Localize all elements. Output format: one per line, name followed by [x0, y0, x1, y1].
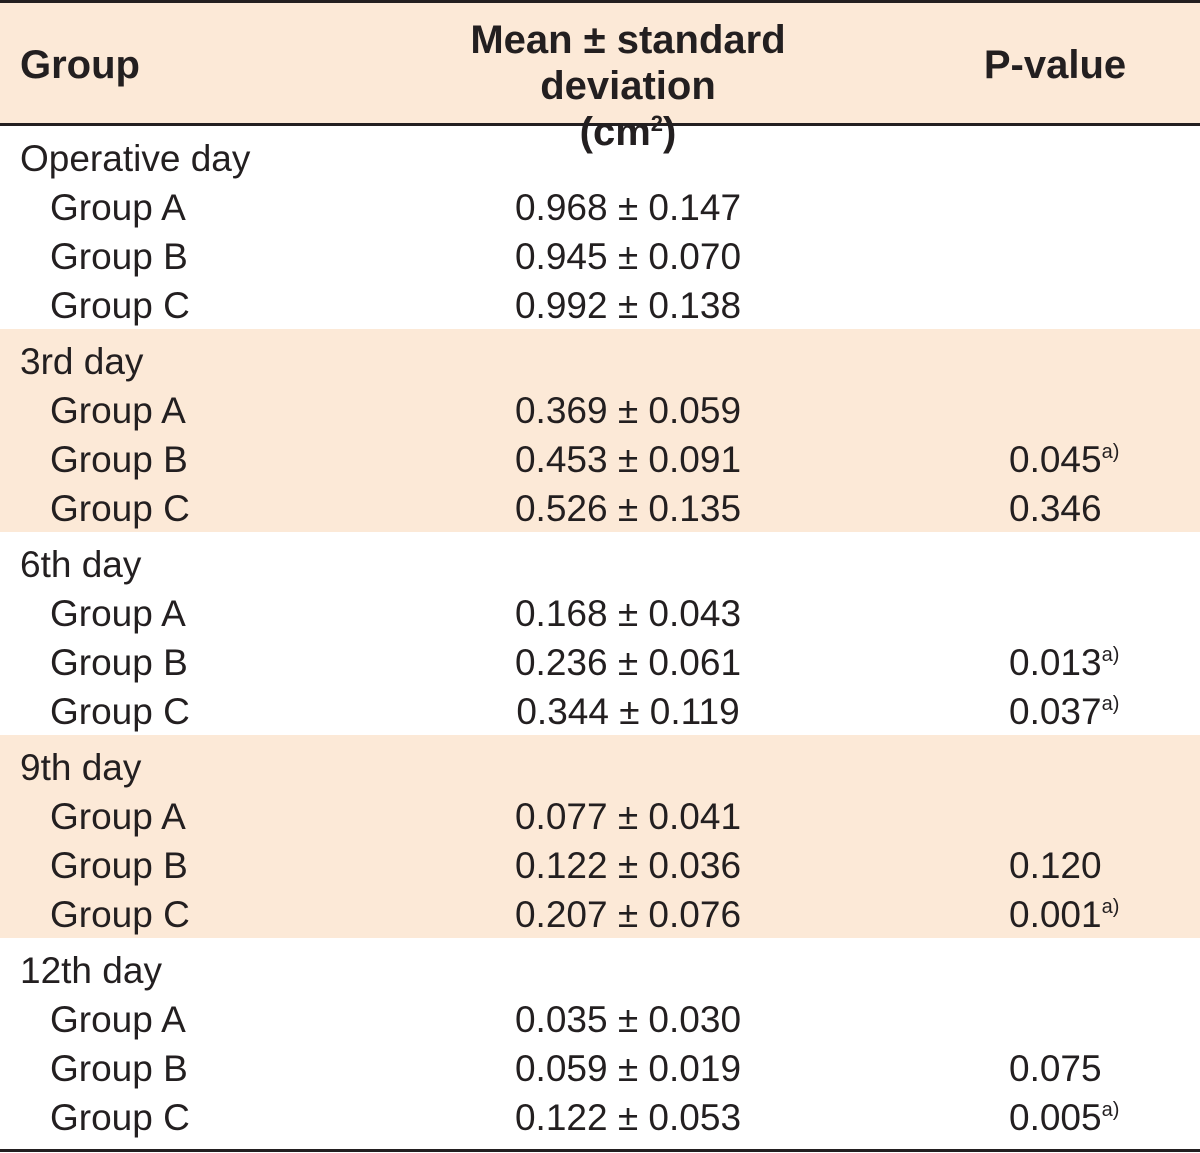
header-group: Group [20, 43, 140, 87]
p-value: 0.013a) [1009, 638, 1119, 687]
p-value: 0.005a) [1009, 1093, 1119, 1142]
header-mean-sd: Mean ± standard deviation (cm2) [380, 17, 876, 155]
group-label: Group B [50, 845, 188, 886]
section-title-row: 6th day [0, 540, 1200, 589]
table-row: Group B 0.453 ± 0.091 0.045a) [0, 435, 1200, 484]
mean-sd-value: 0.992 ± 0.138 [514, 285, 742, 326]
table-row: Group C 0.122 ± 0.053 0.005a) [0, 1093, 1200, 1142]
mean-sd-value: 0.035 ± 0.030 [514, 999, 742, 1040]
section-block: 3rd day Group A 0.369 ± 0.059 Group B 0.453 … [0, 329, 1200, 532]
group-label: Group A [50, 187, 186, 228]
table-row: Group B 0.122 ± 0.036 0.120 [0, 841, 1200, 890]
section-title: Operative day [20, 138, 251, 179]
group-label: Group A [50, 796, 186, 837]
table-row: Group A 0.168 ± 0.043 [0, 589, 1200, 638]
table-row: Group A 0.035 ± 0.030 [0, 995, 1200, 1044]
table-row: Group A 0.968 ± 0.147 [0, 183, 1200, 232]
table-row: Group C 0.992 ± 0.138 [0, 281, 1200, 330]
p-value: 0.001a) [1009, 890, 1119, 939]
p-value: 0.075 [1009, 1044, 1102, 1093]
p-value-number: 0.045 [1009, 439, 1102, 480]
section-block: Operative day Group A 0.968 ± 0.147 Group B… [0, 126, 1200, 329]
p-value-number: 0.013 [1009, 642, 1102, 683]
p-value-number: 0.075 [1009, 1048, 1102, 1089]
bottom-rule [0, 1149, 1200, 1152]
mean-sd-value: 0.207 ± 0.076 [514, 894, 742, 935]
table-row: Group B 0.059 ± 0.019 0.075 [0, 1044, 1200, 1093]
mean-sd-value: 0.168 ± 0.043 [514, 593, 742, 634]
p-value-number: 0.037 [1009, 691, 1102, 732]
group-label: Group C [50, 894, 190, 935]
mean-sd-value: 0.059 ± 0.019 [514, 1048, 742, 1089]
section-title-row: 3rd day [0, 337, 1200, 386]
header-rule [0, 123, 1200, 126]
section-title: 9th day [20, 747, 142, 788]
header-mean-line1: Mean ± standard deviation [470, 18, 786, 108]
p-value-number: 0.120 [1009, 845, 1102, 886]
table-row: Group A 0.369 ± 0.059 [0, 386, 1200, 435]
group-label: Group A [50, 593, 186, 634]
mean-sd-value: 0.344 ± 0.119 [516, 691, 740, 732]
mean-sd-value: 0.122 ± 0.036 [514, 845, 742, 886]
mean-sd-value: 0.968 ± 0.147 [514, 187, 742, 228]
p-value: 0.120 [1009, 841, 1102, 890]
table-header: Group Mean ± standard deviation (cm2) P-… [0, 3, 1200, 154]
group-label: Group C [50, 488, 190, 529]
p-value-number: 0.001 [1009, 894, 1102, 935]
group-label: Group C [50, 285, 190, 326]
footnote-marker: a) [1101, 1099, 1120, 1121]
section-title: 6th day [20, 544, 142, 585]
table-row: Group B 0.945 ± 0.070 [0, 232, 1200, 281]
mean-sd-value: 0.945 ± 0.070 [514, 236, 742, 277]
mean-sd-value: 0.236 ± 0.061 [514, 642, 742, 683]
header-unit-base: (cm [579, 110, 651, 154]
group-label: Group B [50, 1048, 188, 1089]
p-value: 0.037a) [1009, 687, 1119, 736]
group-label: Group B [50, 439, 188, 480]
p-value: 0.045a) [1009, 435, 1119, 484]
section-title-row: 12th day [0, 946, 1200, 995]
group-label: Group C [50, 691, 190, 732]
footnote-marker: a) [1101, 896, 1120, 918]
header-unit-close: ) [663, 110, 677, 154]
table-row: Group C 0.207 ± 0.076 0.001a) [0, 890, 1200, 939]
table-row: Group C 0.526 ± 0.135 0.346 [0, 484, 1200, 533]
group-label: Group B [50, 236, 188, 277]
mean-sd-value: 0.122 ± 0.053 [514, 1097, 742, 1138]
group-label: Group C [50, 1097, 190, 1138]
group-label: Group A [50, 390, 186, 431]
footnote-marker: a) [1101, 644, 1120, 666]
mean-sd-value: 0.369 ± 0.059 [514, 390, 742, 431]
footnote-marker: a) [1101, 441, 1120, 463]
table-row: Group C 0.344 ± 0.119 0.037a) [0, 687, 1200, 736]
group-label: Group B [50, 642, 188, 683]
header-pvalue: P-value [983, 43, 1127, 87]
section-title-row: Operative day [0, 134, 1200, 183]
mean-sd-value: 0.526 ± 0.135 [514, 488, 742, 529]
mean-sd-value: 0.077 ± 0.041 [514, 796, 742, 837]
section-title: 3rd day [20, 341, 144, 382]
header-mean-line2: (cm2) [380, 109, 876, 155]
p-value-number: 0.346 [1009, 488, 1102, 529]
p-value-number: 0.005 [1009, 1097, 1102, 1138]
section-block: 9th day Group A 0.077 ± 0.041 Group B 0.122 … [0, 735, 1200, 938]
mean-sd-value: 0.453 ± 0.091 [514, 439, 742, 480]
section-block: 6th day Group A 0.168 ± 0.043 Group B 0.236 … [0, 532, 1200, 735]
table-row: Group B 0.236 ± 0.061 0.013a) [0, 638, 1200, 687]
p-value: 0.346 [1009, 484, 1102, 533]
group-label: Group A [50, 999, 186, 1040]
top-rule [0, 0, 1200, 3]
table-row: Group A 0.077 ± 0.041 [0, 792, 1200, 841]
section-title-row: 9th day [0, 743, 1200, 792]
section-block: 12th day Group A 0.035 ± 0.030 Group B 0.059… [0, 938, 1200, 1141]
section-title: 12th day [20, 950, 162, 991]
footnote-marker: a) [1101, 693, 1120, 715]
